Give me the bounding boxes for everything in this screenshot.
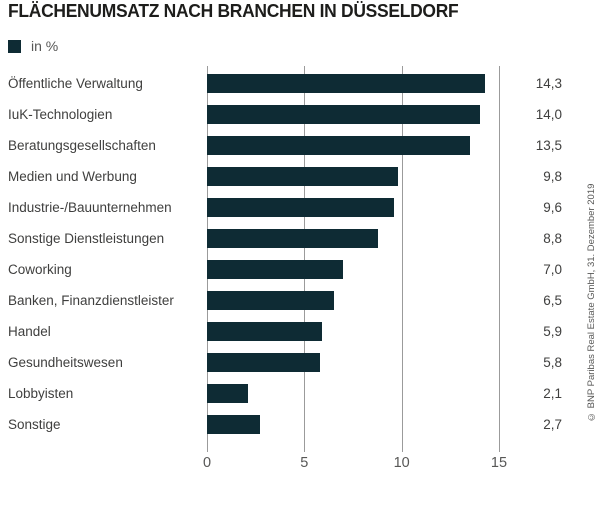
- value-label: 5,9: [543, 324, 562, 339]
- bar-track: [207, 254, 507, 285]
- value-label: 13,5: [535, 138, 562, 153]
- bar: [207, 105, 480, 124]
- bar: [207, 291, 334, 310]
- category-label: Sonstige Dienstleistungen: [8, 231, 165, 246]
- bar: [207, 198, 394, 217]
- bar-track: [207, 68, 507, 99]
- x-tick-label: 5: [300, 455, 309, 471]
- chart-row: Lobbyisten 2,1: [0, 378, 600, 409]
- bar-track: [207, 285, 507, 316]
- category-label: Sonstige: [8, 417, 61, 432]
- chart-title: FLÄCHENUMSATZ NACH BRANCHEN IN DÜSSELDOR…: [8, 1, 459, 21]
- value-label: 5,8: [543, 355, 562, 370]
- bar: [207, 322, 322, 341]
- value-label: 14,0: [535, 107, 562, 122]
- bar: [207, 229, 379, 248]
- bar-track: [207, 223, 507, 254]
- value-label: 2,1: [543, 386, 562, 401]
- category-label: Lobbyisten: [8, 386, 74, 401]
- legend-label: in %: [31, 38, 59, 54]
- bar: [207, 384, 248, 403]
- value-label: 8,8: [543, 231, 562, 246]
- chart-rows: Öffentliche Verwaltung 14,3 IuK-Technologi…: [0, 68, 600, 440]
- chart-row: Coworking 7,0: [0, 254, 600, 285]
- bar-track: [207, 99, 507, 130]
- value-label: 2,7: [543, 417, 562, 432]
- bar-track: [207, 192, 507, 223]
- bar: [207, 353, 320, 372]
- chart-row: IuK-Technologien 14,0: [0, 99, 600, 130]
- bar: [207, 415, 260, 434]
- gridline-tick: [401, 66, 403, 452]
- x-tick-label: 10: [393, 455, 410, 471]
- chart-row: Öffentliche Verwaltung 14,3: [0, 68, 600, 99]
- gridline-tick: [207, 66, 208, 452]
- bar-track: [207, 378, 507, 409]
- gridline-tick: [304, 66, 306, 452]
- value-label: 14,3: [535, 76, 562, 91]
- value-label: 6,5: [543, 293, 562, 308]
- chart-row: Handel 5,9: [0, 316, 600, 347]
- category-label: Handel: [8, 324, 51, 339]
- category-label: Öffentliche Verwaltung: [8, 76, 143, 91]
- bar: [207, 167, 398, 186]
- bar: [207, 260, 344, 279]
- bar-track: [207, 409, 507, 440]
- gridlines: [0, 66, 600, 452]
- bar-track: [207, 316, 507, 347]
- bar-track: [207, 130, 507, 161]
- source-credit: © BNP Paribas Real Estate GmbH, 31. Deze…: [586, 183, 597, 423]
- gridline-tick: [499, 66, 500, 452]
- chart-row: Banken, Finanzdienstleister 6,5: [0, 285, 600, 316]
- category-label: Medien und Werbung: [8, 169, 137, 184]
- x-axis: 0 5 10 15: [0, 455, 600, 475]
- category-label: IuK-Technologien: [8, 107, 113, 122]
- chart-row: Sonstige 2,7: [0, 409, 600, 440]
- value-label: 9,6: [543, 200, 562, 215]
- bar-track: [207, 347, 507, 378]
- value-label: 7,0: [543, 262, 562, 277]
- category-label: Gesundheitswesen: [8, 355, 123, 370]
- category-label: Coworking: [8, 262, 72, 277]
- x-tick-label: 15: [490, 455, 508, 471]
- value-label: 9,8: [543, 169, 562, 184]
- bar: [207, 136, 470, 155]
- bar: [207, 74, 486, 93]
- chart-row: Gesundheitswesen 5,8: [0, 347, 600, 378]
- category-label: Beratungsgesellschaften: [8, 138, 156, 153]
- legend: in %: [8, 38, 58, 54]
- legend-swatch: [8, 39, 21, 53]
- chart-row: Industrie-/Bauunternehmen 9,6: [0, 192, 600, 223]
- chart-row: Medien und Werbung 9,8: [0, 161, 600, 192]
- category-label: Industrie-/Bauunternehmen: [8, 200, 172, 215]
- chart-row: Sonstige Dienstleistungen 8,8: [0, 223, 600, 254]
- bar-track: [207, 161, 507, 192]
- x-tick-label: 0: [202, 455, 212, 471]
- category-label: Banken, Finanzdienstleister: [8, 293, 174, 308]
- chart-row: Beratungsgesellschaften 13,5: [0, 130, 600, 161]
